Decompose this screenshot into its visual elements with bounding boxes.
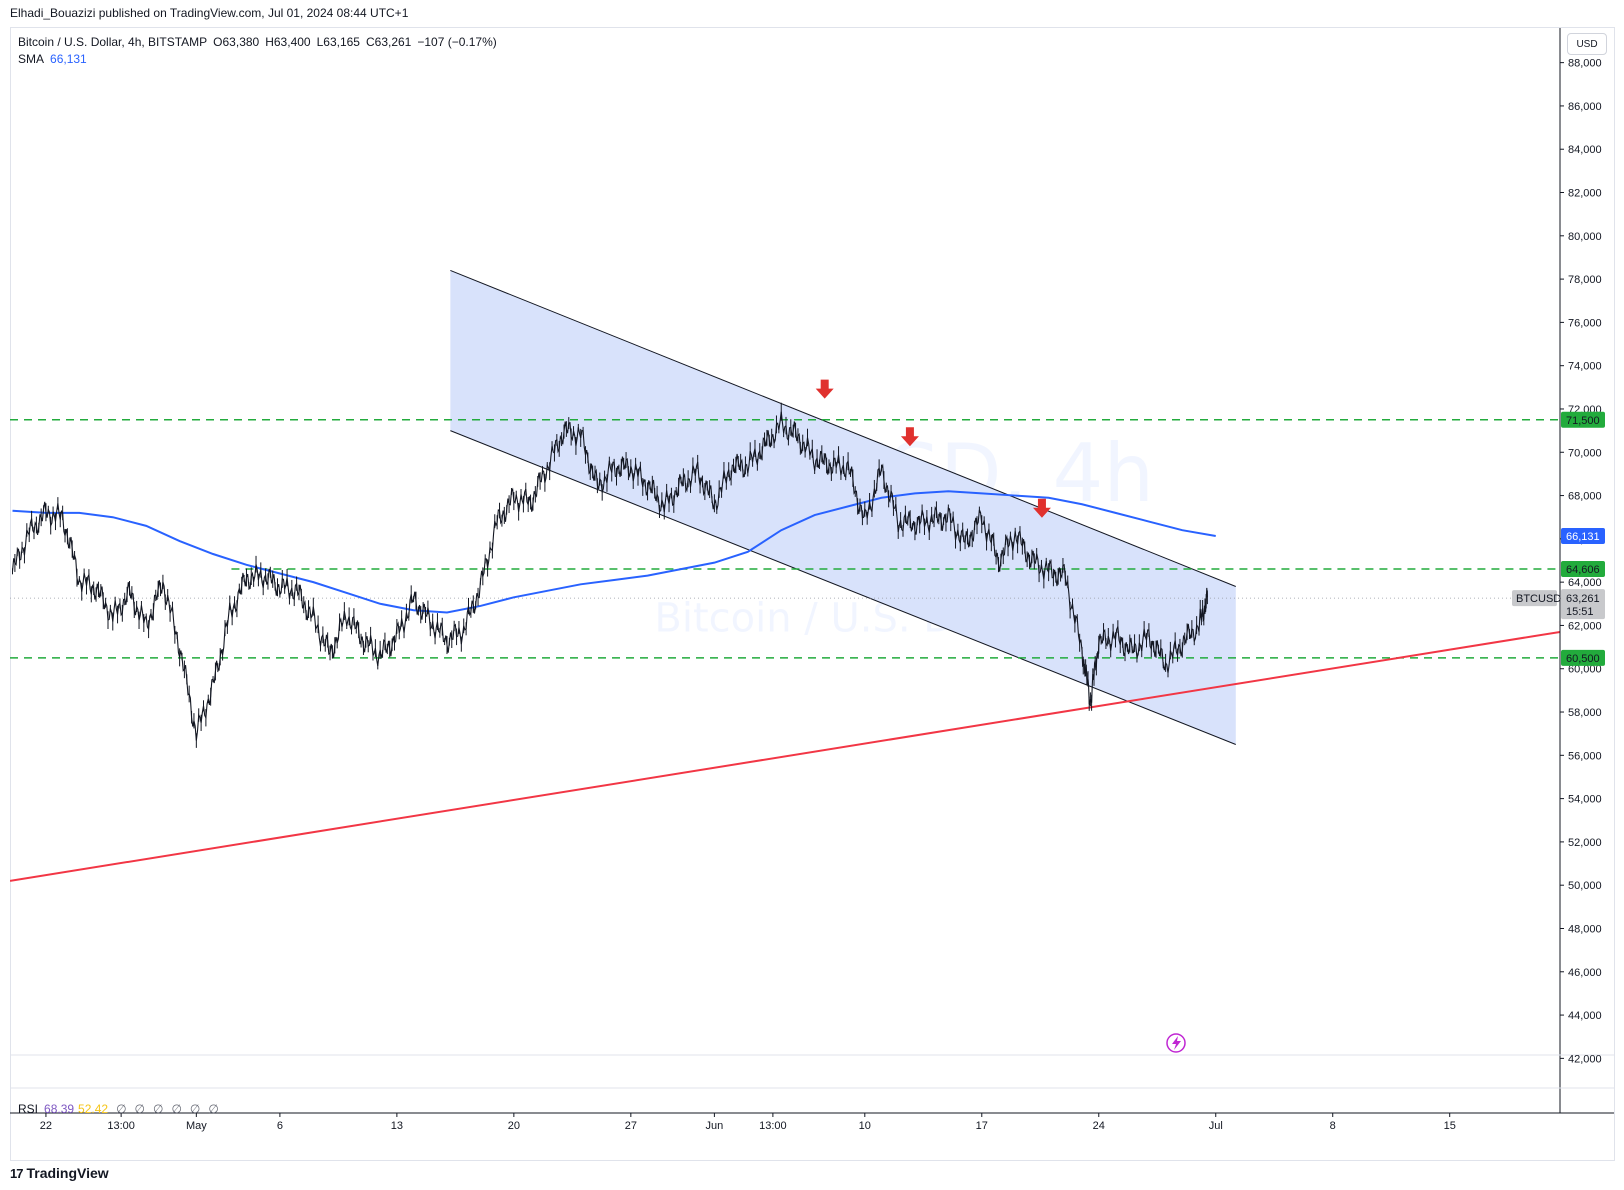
lightning-icon-ring xyxy=(1166,1033,1186,1053)
rsi-ma-value: 52.42 xyxy=(78,1102,109,1116)
publisher-attribution: Elhadi_Bouazizi published on TradingView… xyxy=(10,6,409,20)
y-tick-label: 78,000 xyxy=(1568,274,1602,286)
y-tick-label: 46,000 xyxy=(1568,967,1602,979)
y-tick-label: 56,000 xyxy=(1568,750,1602,762)
channel-upper-line xyxy=(450,269,1236,587)
tradingview-logo-icon: 17 xyxy=(10,1165,24,1181)
chart-legend: Bitcoin / U.S. Dollar, 4h, BITSTAMP O63,3… xyxy=(18,34,497,68)
rsi-label[interactable]: RSI xyxy=(18,1102,39,1116)
lightning-icon-bolt xyxy=(1172,1036,1181,1050)
x-tick-label: 27 xyxy=(625,1120,637,1132)
rsi-empty-value: ∅ xyxy=(152,1102,164,1116)
level-badge xyxy=(1561,649,1605,666)
x-tick-label: 15 xyxy=(1444,1120,1456,1132)
tradingview-logo[interactable]: 17 TradingView xyxy=(10,1165,109,1181)
last-price-badge xyxy=(1561,589,1605,620)
symbol-badge xyxy=(1512,590,1557,607)
x-tick-label: 22 xyxy=(40,1120,52,1132)
sma-badge-label: 66,131 xyxy=(1566,531,1600,543)
y-tick-label: 88,000 xyxy=(1568,58,1602,70)
rsi-empty-value: ∅ xyxy=(189,1102,201,1116)
down-arrow-icon xyxy=(900,427,919,447)
level-badge xyxy=(1561,411,1605,428)
x-tick-label: 6 xyxy=(277,1120,283,1132)
y-tick-label: 82,000 xyxy=(1568,188,1602,200)
sma-value: 66,131 xyxy=(50,52,87,66)
sma-label[interactable]: SMA xyxy=(18,52,45,66)
x-tick-label: May xyxy=(186,1120,207,1132)
ohlc-row: Bitcoin / U.S. Dollar, 4h, BITSTAMP O63,3… xyxy=(18,34,497,51)
lightning-icon xyxy=(1166,1033,1186,1053)
high-value: H63,400 xyxy=(265,35,311,49)
currency-button[interactable]: USD xyxy=(1567,33,1607,55)
sma-line xyxy=(12,490,1216,614)
level-badge-label: 71,500 xyxy=(1566,415,1600,427)
x-tick-label: 13:00 xyxy=(759,1120,787,1132)
x-tick-label: 13 xyxy=(391,1120,403,1132)
y-tick-label: 64,000 xyxy=(1568,577,1602,589)
y-tick-label: 62,000 xyxy=(1568,620,1602,632)
y-tick-label: 52,000 xyxy=(1568,837,1602,849)
rsi-empty-value: ∅ xyxy=(208,1102,219,1116)
rsi-legend: RSI 68.39 52.42 ∅ ∅ ∅ ∅ ∅ ∅ xyxy=(18,1102,219,1116)
y-tick-label: 70,000 xyxy=(1568,447,1602,459)
level-badge xyxy=(1561,561,1605,578)
down-arrow-icon xyxy=(1032,498,1051,518)
y-tick-label: 84,000 xyxy=(1568,144,1602,156)
y-tick-label: 80,000 xyxy=(1568,231,1602,243)
down-arrow-icon xyxy=(815,379,834,399)
x-tick-label: 24 xyxy=(1093,1120,1105,1132)
x-tick-label: 8 xyxy=(1330,1120,1336,1132)
sma-badge xyxy=(1561,528,1605,545)
y-tick-label: 76,000 xyxy=(1568,317,1602,329)
x-tick-label: Jul xyxy=(1209,1120,1223,1132)
y-tick-label: 74,000 xyxy=(1568,361,1602,373)
last-price-label: 63,261 xyxy=(1566,593,1600,605)
change-value: −107 (−0.17%) xyxy=(417,35,497,49)
rsi-empty-value: ∅ xyxy=(134,1102,145,1116)
symbol-badge-label: BTCUSD xyxy=(1516,593,1561,605)
rsi-empty-value: ∅ xyxy=(116,1102,127,1116)
bar-countdown-label: 15:51 xyxy=(1566,606,1594,618)
open-value: O63,380 xyxy=(213,35,260,49)
y-tick-label: 50,000 xyxy=(1568,880,1602,892)
plot-area: BTCUSD, 4hBitcoin / U.S. Dollar xyxy=(10,269,1560,882)
y-tick-label: 54,000 xyxy=(1568,794,1602,806)
price-series xyxy=(11,402,1208,748)
x-tick-label: Jun xyxy=(706,1120,724,1132)
x-tick-label: 17 xyxy=(976,1120,988,1132)
y-tick-label: 60,000 xyxy=(1568,664,1602,676)
rsi-empty-value: ∅ xyxy=(171,1102,182,1116)
y-tick-label: 48,000 xyxy=(1568,923,1602,935)
x-tick-label: 20 xyxy=(508,1120,520,1132)
y-tick-label: 86,000 xyxy=(1568,101,1602,113)
y-tick-label: 68,000 xyxy=(1568,491,1602,503)
level-badge-label: 60,500 xyxy=(1566,653,1600,665)
rsi-value: 68.39 xyxy=(44,1102,75,1116)
tradingview-logo-text: TradingView xyxy=(26,1165,109,1181)
close-value: C63,261 xyxy=(365,35,412,49)
low-value: L63,165 xyxy=(316,35,360,49)
y-tick-label: 58,000 xyxy=(1568,707,1602,719)
sma-row: SMA 66,131 xyxy=(18,51,497,68)
channel-lower-line xyxy=(450,430,1236,745)
support-trendline xyxy=(10,630,1560,882)
x-tick-label: 10 xyxy=(859,1120,871,1132)
x-tick-label: 13:00 xyxy=(107,1120,135,1132)
y-tick-label: 44,000 xyxy=(1568,1010,1602,1022)
level-badge-label: 64,606 xyxy=(1566,564,1600,576)
chart-frame xyxy=(10,27,1615,1161)
y-tick-label: 42,000 xyxy=(1568,1053,1602,1065)
symbol-title[interactable]: Bitcoin / U.S. Dollar, 4h, BITSTAMP xyxy=(18,35,208,49)
